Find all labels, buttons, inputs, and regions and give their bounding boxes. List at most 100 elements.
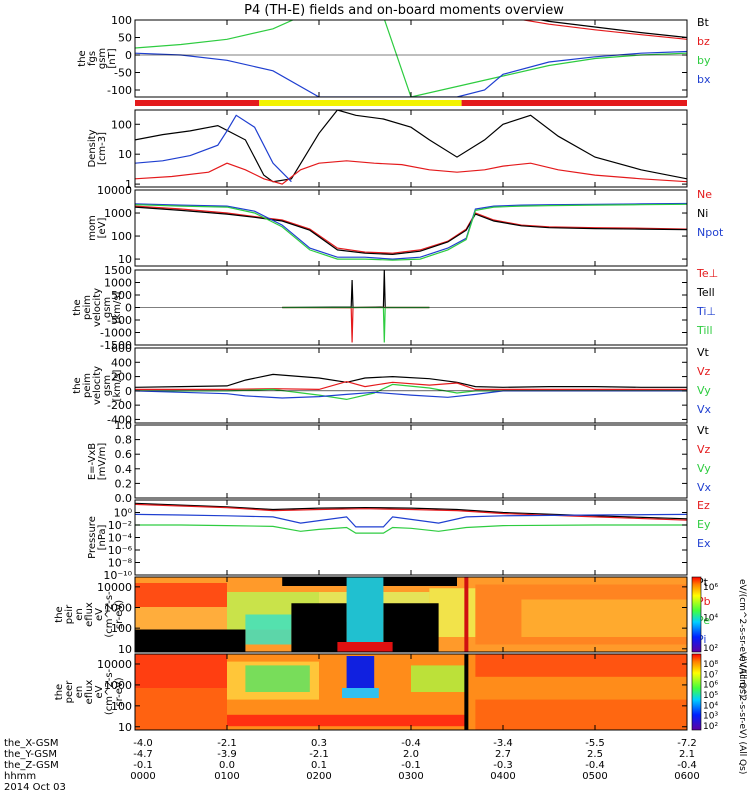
y-tick-label: 0.0 xyxy=(115,492,133,505)
region-segment xyxy=(135,100,260,106)
y-axis-label: eflux xyxy=(84,680,95,705)
colorbar-tick-label: 10⁶ xyxy=(703,681,718,691)
x-tick-label: 2.0 xyxy=(403,749,419,760)
series-line-npot xyxy=(135,114,292,183)
y-tick-label: 10 xyxy=(118,643,132,656)
y-axis-label: en xyxy=(74,608,85,621)
legend-entry: Ti⊥ xyxy=(696,305,716,318)
colorbar-label: eV/(cm^2-s-sr-eV) (All Qs) xyxy=(737,579,747,697)
legend-entry: Ey xyxy=(697,518,711,531)
x-tick-label: -4.7 xyxy=(133,749,153,760)
series-line-vz xyxy=(282,306,430,343)
y-tick-label: 10 xyxy=(118,721,132,734)
panel-1 xyxy=(135,100,687,106)
x-tick-label: -0.1 xyxy=(133,760,153,771)
panel-2: 100 10 1 Density [cm-3] Ne Ni Npot xyxy=(87,109,724,239)
series-line-by xyxy=(135,20,687,97)
x-tick-label: -2.1 xyxy=(309,749,329,760)
y-axis-label: the xyxy=(54,606,65,622)
legend-entry: Npot xyxy=(697,226,724,239)
y-axis-label: Pressure xyxy=(87,516,98,559)
x-tick-label: 2.5 xyxy=(587,749,603,760)
y-axis-label: Density xyxy=(87,129,98,167)
panel-6: 1.0 0.80.6 0.40.2 0.0 E=-VxB [mV/m] Ez Ey Ex xyxy=(87,419,711,550)
y-tick-label: -1500 xyxy=(100,339,132,352)
y-axis-label: eV xyxy=(94,608,105,621)
panel-8: 10⁶ 10⁴ 10² eV/(cm^2-s-sr-eV) (All Qs) 10000… xyxy=(54,576,747,697)
y-tick-label: 0 xyxy=(125,49,132,62)
date-label: 2014 Oct 03 xyxy=(4,782,66,793)
legend-entry: Vx xyxy=(697,481,712,494)
legend-entry: Ex xyxy=(697,537,711,550)
y-tick-label: 1.0 xyxy=(115,419,133,432)
series-line-te⊥ xyxy=(135,205,687,254)
y-tick-label: 10000 xyxy=(97,581,132,594)
series-line-ti⊥ xyxy=(135,202,687,260)
y-axis-label: [mV/m] xyxy=(97,443,108,481)
x-tick-label: -5.5 xyxy=(585,738,605,749)
y-axis-label: velocity xyxy=(92,288,103,327)
series-line-vt xyxy=(282,270,430,309)
spectrogram xyxy=(135,577,687,652)
legend-entry: Te⊥ xyxy=(696,267,718,280)
y-axis-label: peim xyxy=(82,373,93,398)
colorbar-tick-label: 10⁴ xyxy=(703,701,718,711)
x-tick-label: 2.7 xyxy=(495,749,511,760)
colorbar xyxy=(691,576,702,653)
y-tick-label: 1000 xyxy=(104,602,132,615)
x-tick-label: -0.4 xyxy=(585,760,605,771)
y-tick-label: 10000 xyxy=(97,184,132,197)
y-axis-label: peer xyxy=(64,680,75,704)
y-tick-label: 1 xyxy=(125,178,132,191)
y-tick-label: -500 xyxy=(107,314,132,327)
y-axis-label: the xyxy=(72,377,83,393)
y-axis-label: sr-eV) xyxy=(114,677,125,706)
x-tick-label: 0300 xyxy=(398,771,423,782)
colorbar-tick-label: 10⁵ xyxy=(703,691,718,701)
y-tick-label: 200 xyxy=(111,371,132,384)
y-tick-label: -50 xyxy=(114,67,132,80)
y-tick-label: 0.4 xyxy=(115,463,133,476)
y-axis-label: gsm xyxy=(97,48,108,69)
x-tick-label: -7.2 xyxy=(677,738,697,749)
legend-entry: Vz xyxy=(697,443,711,456)
y-tick-label: 10000 xyxy=(97,658,132,671)
y-tick-label: 100 xyxy=(111,118,132,131)
y-tick-label: 600 xyxy=(111,342,132,355)
x-tick-label: -0.3 xyxy=(493,760,513,771)
y-axis-label: [nT] xyxy=(107,48,118,68)
legend-entry: Vt xyxy=(697,346,710,359)
y-tick-label: 10⁻⁴ xyxy=(108,532,133,545)
legend-entry: Vx xyxy=(697,403,712,416)
spectrogram xyxy=(135,654,687,730)
y-tick-label: 0 xyxy=(125,385,132,398)
x-tick-label: -3.9 xyxy=(217,749,237,760)
series-line-bx xyxy=(135,50,687,97)
y-tick-label: 100 xyxy=(111,14,132,27)
x-axis-row-label: the_Y-GSM xyxy=(4,749,57,760)
y-axis-label: the xyxy=(54,684,65,700)
colorbar-tick-label: 10⁴ xyxy=(703,614,718,624)
series-line-ne xyxy=(135,160,687,185)
x-tick-label: -0.1 xyxy=(401,760,421,771)
y-axis-label: the xyxy=(77,50,88,66)
legend-entry: Ne xyxy=(697,188,712,201)
y-tick-label: 10⁻² xyxy=(108,519,132,532)
x-axis: the_X-GSM -4.0 -2.1 0.3 -0.4 -3.4 -5.5 -7.2the_… xyxy=(4,738,700,793)
x-tick-label: 0200 xyxy=(306,771,331,782)
series-line-pt xyxy=(135,502,687,520)
y-tick-label: 1000 xyxy=(104,207,132,220)
x-tick-label: 2.1 xyxy=(679,749,695,760)
legend-entry: by xyxy=(697,54,711,67)
legend-entry: Vy xyxy=(697,384,711,397)
y-tick-label: -100 xyxy=(107,84,132,97)
legend-entry: bx xyxy=(697,73,711,86)
legend-entry: Ni xyxy=(697,207,708,220)
y-tick-label: -1000 xyxy=(100,327,132,340)
y-axis-label: gsm xyxy=(102,375,113,396)
y-axis-label: the xyxy=(72,299,83,315)
series-line-till xyxy=(135,203,687,261)
y-tick-label: 100 xyxy=(111,230,132,243)
